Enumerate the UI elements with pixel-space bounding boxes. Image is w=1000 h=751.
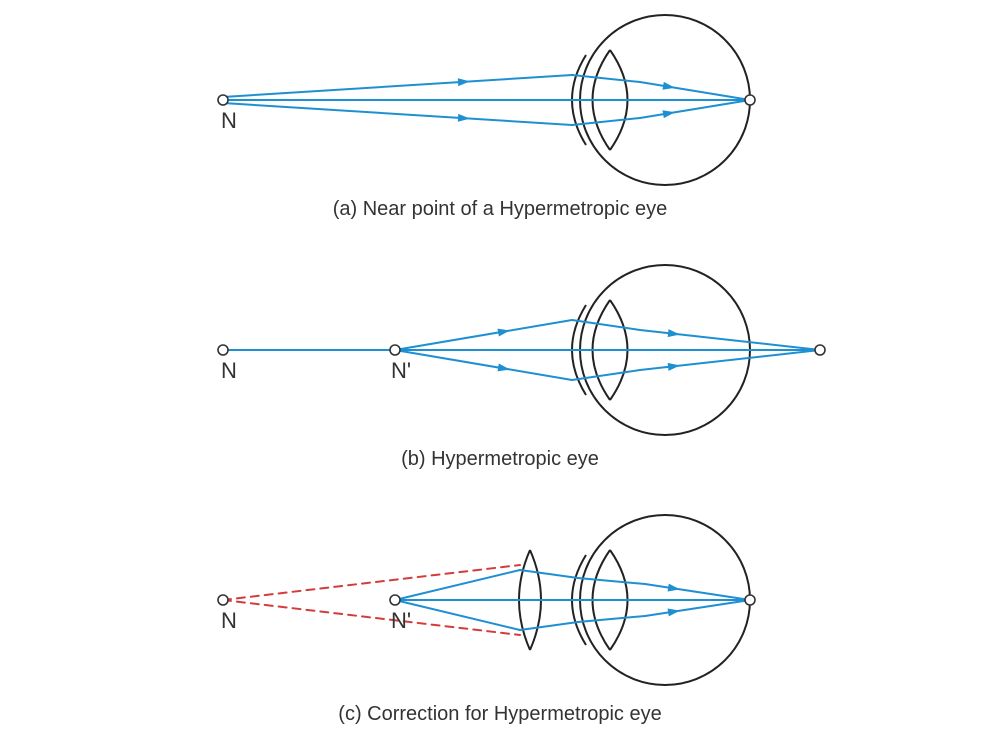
label-N-a: N xyxy=(221,108,237,133)
caption-a: (a) Near point of a Hypermetropic eye xyxy=(333,198,668,220)
label-N-b: N xyxy=(221,358,237,383)
hypermetropia-diagram: N(a) Near point of a Hypermetropic eyeNN… xyxy=(0,0,1000,751)
label-Np-c: N' xyxy=(391,608,411,633)
caption-c: (c) Correction for Hypermetropic eye xyxy=(338,703,661,725)
panel-c: N N' (c) Correction for Hypermetropic eye xyxy=(218,515,755,725)
caption-b: (b) Hypermetropic eye xyxy=(401,448,599,470)
label-N-c: N xyxy=(221,608,237,633)
panel-a: N (a) Near point of a Hypermetropic eye xyxy=(218,15,755,220)
panel-b: N N' (b) Hypermetropic eye xyxy=(218,265,825,470)
label-Np-b: N' xyxy=(391,358,411,383)
